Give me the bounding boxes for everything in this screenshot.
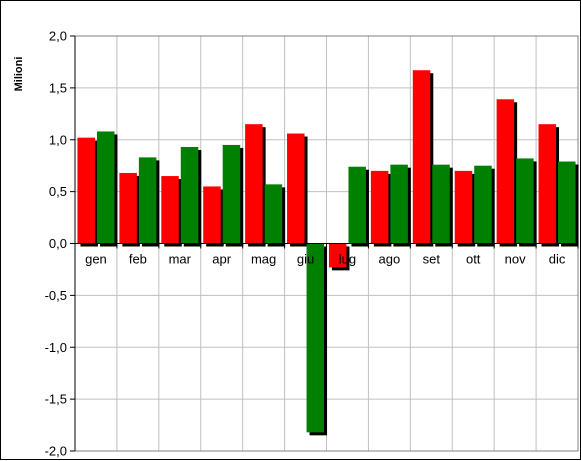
bar bbox=[538, 124, 557, 244]
bar bbox=[96, 131, 115, 244]
bar bbox=[138, 157, 157, 244]
x-tick-label: giu bbox=[297, 252, 314, 267]
x-tick-label: dic bbox=[549, 252, 566, 267]
bar bbox=[264, 184, 283, 244]
bar bbox=[119, 172, 137, 244]
y-tick-label: -1,0 bbox=[45, 340, 67, 355]
y-tick-label: -1,5 bbox=[45, 392, 67, 407]
y-tick-label: 1,0 bbox=[49, 132, 67, 147]
bar bbox=[203, 186, 221, 244]
bar bbox=[390, 164, 408, 244]
bar bbox=[287, 133, 305, 244]
y-tick-label: 0,0 bbox=[49, 236, 67, 251]
bar bbox=[245, 124, 263, 244]
bar bbox=[516, 158, 534, 244]
bar bbox=[496, 99, 515, 244]
bar bbox=[180, 147, 199, 244]
x-tick-label: apr bbox=[212, 252, 231, 267]
bar bbox=[454, 170, 473, 244]
x-tick-label: feb bbox=[129, 252, 147, 267]
x-tick-label: ott bbox=[466, 252, 481, 267]
bar bbox=[558, 161, 576, 244]
x-tick-label: lug bbox=[339, 252, 356, 267]
y-tick-label: 1,5 bbox=[49, 80, 67, 95]
bar bbox=[328, 243, 347, 268]
y-tick-label: -0,5 bbox=[45, 288, 67, 303]
x-tick-label: set bbox=[423, 252, 441, 267]
y-axis-label: Milioni bbox=[13, 57, 25, 92]
bar bbox=[474, 165, 492, 244]
bar bbox=[412, 70, 431, 244]
x-tick-label: ago bbox=[379, 252, 401, 267]
bar bbox=[370, 170, 389, 244]
bar bbox=[161, 176, 179, 244]
bar bbox=[222, 144, 241, 244]
y-tick-label: -2,0 bbox=[45, 444, 67, 459]
bar bbox=[348, 166, 366, 244]
y-tick-label: 0,5 bbox=[49, 184, 67, 199]
bar bbox=[77, 137, 95, 244]
x-tick-label: nov bbox=[505, 252, 526, 267]
bar bbox=[432, 164, 450, 244]
x-tick-label: mar bbox=[169, 252, 192, 267]
x-tick-label: gen bbox=[85, 252, 107, 267]
x-tick-label: mag bbox=[251, 252, 276, 267]
bar bbox=[306, 243, 325, 433]
y-tick-label: 2,0 bbox=[49, 29, 67, 44]
